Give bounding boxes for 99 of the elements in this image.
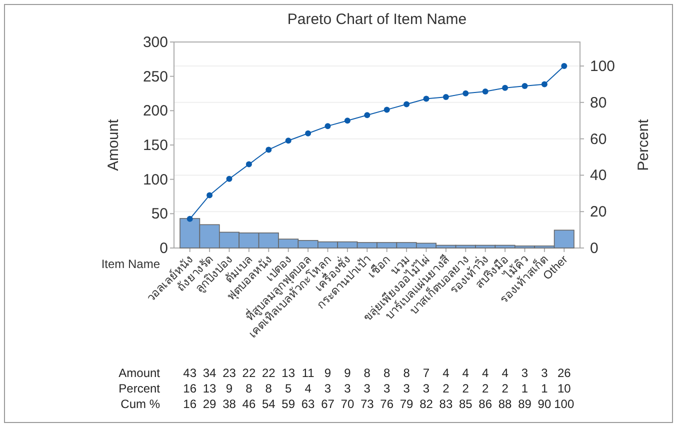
data-label: 3 bbox=[541, 366, 548, 380]
text: 9 bbox=[226, 382, 233, 396]
point bbox=[324, 123, 331, 130]
y-tick-label: 250 bbox=[142, 68, 168, 86]
text: 1 bbox=[521, 382, 528, 396]
text: Percent bbox=[118, 382, 161, 396]
point bbox=[206, 192, 213, 198]
data-label: 63 bbox=[301, 397, 316, 411]
point bbox=[482, 88, 488, 94]
data-label: 4 bbox=[502, 366, 509, 380]
point bbox=[541, 81, 548, 88]
data-label: 79 bbox=[400, 397, 414, 411]
data-label: 11 bbox=[302, 366, 315, 380]
point bbox=[502, 84, 508, 91]
data-label: 46 bbox=[242, 397, 256, 411]
y2-tick-label: 20 bbox=[590, 204, 607, 221]
data-label: 90 bbox=[538, 397, 552, 411]
data-label: 88 bbox=[498, 397, 512, 411]
point bbox=[522, 83, 528, 90]
point bbox=[305, 130, 312, 136]
y-axis-title: Amount bbox=[105, 118, 122, 171]
text: 3 bbox=[422, 382, 430, 396]
data-label: 4 bbox=[482, 366, 490, 380]
data-label: 89 bbox=[518, 397, 532, 411]
text: 2 bbox=[482, 382, 490, 396]
text: 2 bbox=[462, 382, 470, 396]
text: 13 bbox=[202, 382, 217, 396]
data-label: 54 bbox=[262, 397, 276, 411]
data-label: 22 bbox=[242, 366, 256, 380]
text: 1 bbox=[541, 382, 548, 396]
data-label: 22 bbox=[262, 366, 276, 380]
data-label: 8 bbox=[403, 366, 410, 380]
data-label: 38 bbox=[222, 397, 236, 411]
data-label: 4 bbox=[442, 366, 450, 380]
y-tick-label: 0 bbox=[160, 240, 168, 257]
y-tick-label: 300 bbox=[142, 34, 168, 51]
data-label: 100 bbox=[554, 397, 574, 411]
data-label: 70 bbox=[340, 397, 354, 411]
point bbox=[285, 138, 292, 144]
data-label: 29 bbox=[202, 397, 217, 411]
y-tick-label: 100 bbox=[142, 171, 168, 188]
data-label: 76 bbox=[380, 397, 394, 411]
chart-title: Pareto Chart of Item Name bbox=[287, 11, 467, 28]
y2-tick-label: 0 bbox=[590, 240, 598, 257]
point bbox=[462, 90, 469, 96]
text: 3 bbox=[324, 382, 332, 396]
text: 8 bbox=[246, 382, 253, 396]
data-label: 8 bbox=[384, 366, 391, 380]
point bbox=[266, 146, 272, 153]
data-label: 7 bbox=[422, 366, 430, 380]
data-label: 85 bbox=[458, 397, 473, 411]
data-label: 4 bbox=[462, 366, 470, 380]
point bbox=[404, 101, 410, 108]
text: 2 bbox=[502, 382, 509, 396]
data-label: 13 bbox=[282, 366, 296, 380]
data-label: 9 bbox=[344, 366, 352, 380]
text: 4 bbox=[304, 382, 312, 396]
data-label: 9 bbox=[324, 366, 332, 380]
y-tick-label: 50 bbox=[151, 206, 168, 223]
y2-tick-label: 100 bbox=[590, 58, 616, 76]
point bbox=[246, 161, 252, 168]
text: 2 bbox=[442, 382, 450, 396]
data-label: 43 bbox=[183, 366, 197, 380]
text: 10 bbox=[557, 382, 572, 396]
point bbox=[226, 176, 232, 182]
data-label: 83 bbox=[439, 397, 453, 411]
data-label: 26 bbox=[557, 366, 572, 380]
data-label: 16 bbox=[183, 397, 197, 411]
data-label: 67 bbox=[321, 397, 335, 411]
y-tick-label: 200 bbox=[142, 102, 168, 120]
data-label: 3 bbox=[521, 366, 528, 380]
point bbox=[442, 94, 449, 100]
text: 3 bbox=[384, 382, 391, 396]
data-label: 82 bbox=[420, 397, 434, 411]
y2-tick-label: 80 bbox=[590, 94, 607, 112]
y2-tick-label: 60 bbox=[590, 130, 607, 148]
data-label: 23 bbox=[222, 366, 236, 380]
text: 3 bbox=[344, 382, 352, 396]
data-label: 34 bbox=[202, 366, 217, 380]
text: Cum % bbox=[120, 397, 160, 411]
text: 5 bbox=[285, 382, 292, 396]
data-label: 59 bbox=[282, 397, 296, 411]
point bbox=[384, 106, 390, 113]
data-label: 73 bbox=[360, 397, 374, 411]
text: 8 bbox=[265, 382, 272, 396]
point bbox=[423, 96, 430, 102]
point bbox=[364, 112, 370, 118]
data-label: 86 bbox=[478, 397, 492, 411]
data-label: 8 bbox=[364, 366, 371, 380]
text: 16 bbox=[183, 382, 197, 396]
text: 3 bbox=[364, 382, 371, 396]
point bbox=[186, 216, 193, 222]
y2-tick-label: 40 bbox=[590, 167, 607, 184]
y-tick-label: 150 bbox=[142, 137, 168, 154]
point bbox=[344, 118, 350, 124]
text: Amount bbox=[118, 366, 161, 380]
text: 3 bbox=[403, 382, 410, 396]
point bbox=[561, 63, 568, 70]
y2-axis-title: Percent bbox=[635, 118, 652, 171]
